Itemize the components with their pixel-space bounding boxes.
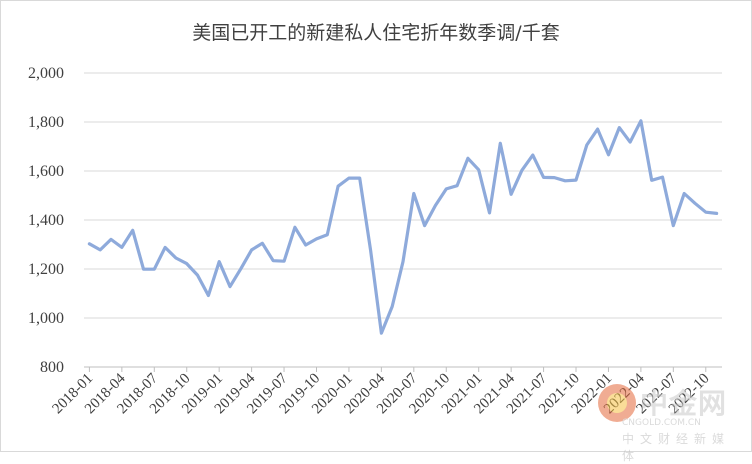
y-tick-label: 1,000 <box>28 310 64 327</box>
chart-title: 美国已开工的新建私人住宅折年数季调/千套 <box>192 22 560 44</box>
watermark-slogan: 中文财经新媒体 <box>622 432 731 463</box>
series-line <box>87 119 719 335</box>
gridlines <box>84 72 722 319</box>
y-tick-label: 1,400 <box>28 212 64 229</box>
watermark-name: 中金网 <box>640 387 728 420</box>
cngold-logo-icon <box>598 384 636 422</box>
y-axis-ticks: 800 1,000 1,200 1,400 1,600 1,800 2,000 <box>28 65 64 376</box>
y-tick-label: 1,600 <box>28 163 64 180</box>
watermark-url: CNGOLD.COM.CN <box>622 418 701 428</box>
y-tick-label: 800 <box>40 359 64 376</box>
chart-frame <box>0 0 752 452</box>
y-tick-label: 1,800 <box>28 114 64 131</box>
watermark: 中金网 CNGOLD.COM.CN 中文财经新媒体 <box>596 378 746 463</box>
y-tick-label: 2,000 <box>28 65 64 82</box>
y-tick-label: 1,200 <box>28 261 64 278</box>
series-layer <box>87 119 719 335</box>
